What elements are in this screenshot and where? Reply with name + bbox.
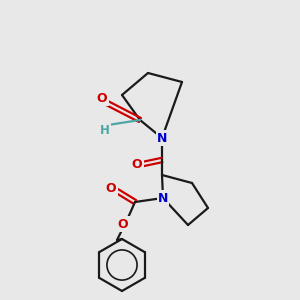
Text: O: O — [97, 92, 107, 104]
Text: O: O — [118, 218, 128, 230]
Text: N: N — [157, 131, 167, 145]
Text: N: N — [158, 191, 168, 205]
Text: O: O — [106, 182, 116, 194]
Text: O: O — [132, 158, 142, 170]
Text: H: H — [100, 124, 110, 136]
